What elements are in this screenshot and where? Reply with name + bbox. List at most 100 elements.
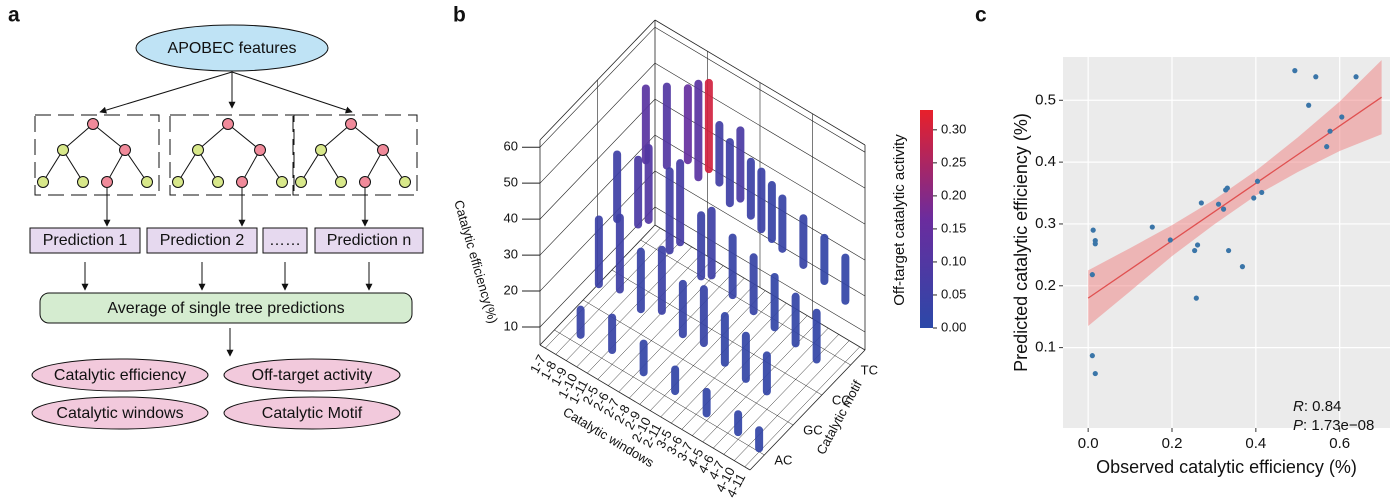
tree-node: [399, 176, 411, 188]
floor-grid: [618, 271, 734, 393]
point: [1089, 272, 1095, 278]
box-edge: [539, 344, 751, 471]
output-label: Catalytic Motif: [262, 405, 363, 422]
y-axis-title: Predicted catalytic efficiency (%): [1011, 113, 1031, 372]
tree-node: [295, 176, 307, 188]
colorbar-title: Off-target catalytic activity: [891, 134, 908, 306]
box-edge: [749, 349, 866, 471]
grid-line: [539, 170, 866, 297]
point: [1192, 247, 1198, 254]
tree-edge: [106, 149, 126, 183]
box-edge: [654, 224, 866, 351]
point: [1292, 68, 1298, 74]
point: [1089, 353, 1095, 359]
y-tick-label: 0.1: [1035, 339, 1056, 356]
prediction-box: [314, 227, 424, 254]
point: [1193, 295, 1199, 301]
tree-edge: [350, 123, 384, 151]
point: [1339, 114, 1345, 120]
floor-grid: [555, 234, 671, 355]
arrow: [231, 71, 353, 114]
tree-node: [212, 176, 224, 188]
tree-node: [192, 144, 204, 156]
colorbar-tick-label: 0.00: [941, 319, 966, 334]
z-tick-label: 60: [504, 139, 518, 154]
tree-node: [141, 176, 153, 188]
floor-grid: [576, 246, 692, 368]
tree-node: [345, 118, 357, 130]
floor-grid: [611, 269, 823, 396]
tree-node: [87, 118, 99, 130]
input-node: [135, 24, 329, 72]
tree-node: [37, 176, 49, 188]
tree-edge: [241, 149, 261, 183]
point: [1327, 128, 1333, 134]
point: [1313, 74, 1319, 80]
z-tick-label: 30: [504, 247, 518, 262]
tree-box: [34, 114, 160, 196]
point: [1092, 370, 1098, 377]
grid-line: [539, 206, 866, 333]
output-node: [31, 358, 209, 392]
tree-node: [377, 144, 389, 156]
z-tick-label: 50: [504, 175, 518, 190]
point: [1353, 74, 1359, 80]
point: [1225, 247, 1232, 254]
tree-edge: [42, 149, 64, 183]
annotation-text: : 0.84: [1304, 398, 1342, 415]
confidence-band: [1088, 60, 1382, 326]
tree-edge: [227, 123, 261, 151]
tree-box: [292, 114, 418, 196]
grid-line: [539, 98, 866, 225]
floor-grid: [587, 252, 703, 374]
point: [1194, 242, 1201, 248]
colorbar: [920, 110, 933, 328]
floor-grid: [639, 284, 755, 405]
output-node: [223, 358, 401, 392]
tree-edge: [92, 123, 126, 151]
colorbar-tick-label: 0.30: [941, 121, 966, 136]
x-tick-label: 0.6: [1329, 435, 1350, 452]
prediction-label: Prediction n: [327, 232, 412, 249]
colorbar-tick-label: 0.05: [941, 286, 966, 301]
tree-node: [315, 144, 327, 156]
tree-node: [57, 144, 69, 156]
tree-node: [276, 176, 288, 188]
z-tick-label: 20: [504, 282, 518, 297]
floor-grid: [650, 290, 766, 411]
annotation: R: 0.84: [1293, 398, 1341, 415]
floor-grid: [734, 340, 850, 461]
aggregate-label: Average of single tree predictions: [107, 300, 344, 317]
point: [1251, 195, 1257, 201]
tree-edge: [300, 149, 322, 183]
point: [1167, 237, 1173, 243]
colorbar-tick-label: 0.10: [941, 253, 966, 268]
x-tick-label: 0.2: [1162, 435, 1183, 452]
tree-node: [77, 176, 89, 188]
colorbar-tick-label: 0.25: [941, 154, 966, 169]
point: [1090, 227, 1096, 233]
annotation-symbol: R: [1293, 398, 1304, 415]
y-tick-label: GC: [803, 422, 823, 437]
box-edge: [539, 19, 656, 141]
prediction-label: ……: [269, 232, 301, 249]
tree-box: [169, 114, 295, 196]
y-axis-title: Catalytic motif: [813, 378, 865, 457]
point: [1223, 187, 1229, 193]
y-tick-label: 0.5: [1035, 91, 1056, 108]
z-tick-label: 40: [504, 211, 518, 226]
fit-line: [1087, 96, 1382, 299]
arrow: [99, 71, 233, 114]
y-tick-label: AC: [774, 452, 792, 467]
floor-grid: [702, 321, 818, 443]
tree-node: [222, 118, 234, 130]
point: [1259, 189, 1265, 196]
tree-node: [119, 144, 131, 156]
prediction-box: [146, 227, 258, 254]
floor-grid: [744, 346, 860, 468]
point: [1092, 241, 1098, 247]
tree-node: [236, 176, 248, 188]
tree-node: [335, 176, 347, 188]
